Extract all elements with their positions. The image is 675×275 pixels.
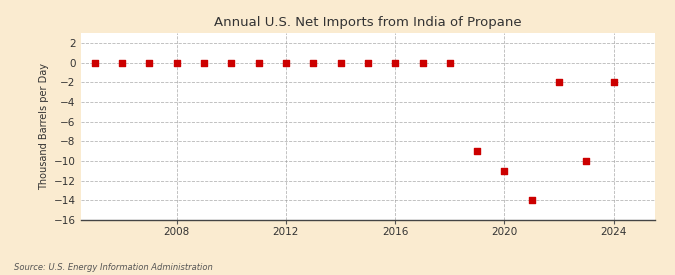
- Point: [554, 80, 564, 84]
- Point: [472, 149, 483, 153]
- Point: [171, 60, 182, 65]
- Point: [362, 60, 373, 65]
- Point: [417, 60, 428, 65]
- Point: [144, 60, 155, 65]
- Point: [226, 60, 237, 65]
- Point: [608, 80, 619, 84]
- Point: [117, 60, 128, 65]
- Y-axis label: Thousand Barrels per Day: Thousand Barrels per Day: [39, 63, 49, 190]
- Point: [308, 60, 319, 65]
- Point: [253, 60, 264, 65]
- Text: Source: U.S. Energy Information Administration: Source: U.S. Energy Information Administ…: [14, 263, 212, 272]
- Title: Annual U.S. Net Imports from India of Propane: Annual U.S. Net Imports from India of Pr…: [214, 16, 522, 29]
- Point: [581, 159, 592, 163]
- Point: [89, 60, 100, 65]
- Point: [198, 60, 209, 65]
- Point: [444, 60, 455, 65]
- Point: [526, 198, 537, 202]
- Point: [499, 169, 510, 173]
- Point: [389, 60, 400, 65]
- Point: [335, 60, 346, 65]
- Point: [281, 60, 292, 65]
